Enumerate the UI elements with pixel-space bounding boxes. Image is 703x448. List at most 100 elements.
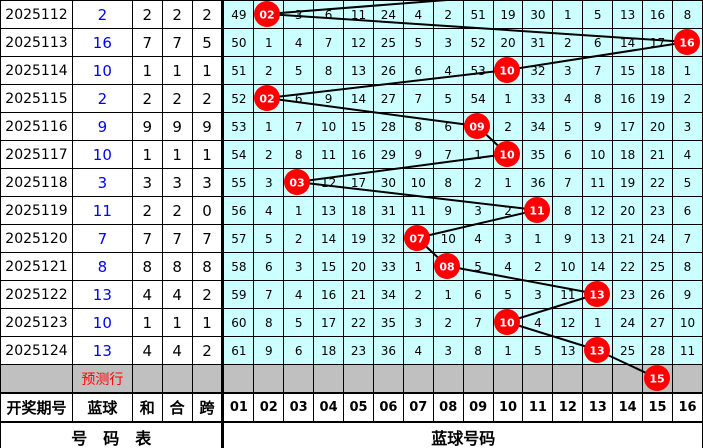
header-number-12: 12 [552,392,584,423]
omission-cell: 7 [313,28,345,57]
span-cell: 2 [191,84,224,113]
omission-cell: 4 [672,140,703,169]
omission-cell: 18 [343,196,374,225]
forecast-cell [313,364,345,394]
sum-cell: 7 [131,28,163,57]
omission-cell: 9 [402,140,434,169]
blue-ball-cell: 2 [71,0,133,29]
omission-cell: 6 [672,196,703,225]
omission-cell: 23 [642,196,673,225]
header-number-11: 11 [522,392,554,423]
period-cell: 2025113 [0,28,73,57]
omission-cell: 6 [283,84,315,113]
omission-cell: 7 [283,112,315,141]
omission-cell: 1 [402,252,434,281]
sum-cell: 4 [131,336,163,365]
header-number-09: 09 [462,392,494,423]
header-number-08: 08 [432,392,464,423]
period-cell: 2025116 [0,112,73,141]
hit-cell [492,308,524,337]
omission-cell: 5 [283,308,315,337]
omission-cell: 10 [313,112,345,141]
omission-cell: 3 [462,196,494,225]
sum-cell: 2 [131,0,163,29]
omission-cell: 12 [343,28,374,57]
period-cell: 2025114 [0,56,73,85]
omission-cell: 25 [372,28,404,57]
table-row: 2025114 10 1 1 1 51 2 5 8 13 26 6 4 53 32 3 7 15 18 1 [0,56,703,85]
he-cell: 4 [161,280,193,309]
omission-cell: 14 [612,28,644,57]
omission-cell: 13 [343,56,374,85]
header-he: 合 [161,392,193,423]
omission-cell: 10 [552,252,584,281]
omission-cell: 8 [582,84,614,113]
omission-cell: 24 [642,224,673,253]
header-number-06: 06 [372,392,404,423]
span-cell: 1 [191,56,224,85]
omission-cell: 28 [372,112,404,141]
omission-cell: 6 [432,112,464,141]
omission-cell: 54 [462,84,494,113]
omission-cell: 2 [522,252,554,281]
omission-cell: 34 [522,112,554,141]
omission-cell: 8 [253,308,285,337]
he-cell: 7 [161,224,193,253]
blue-ball-cell: 13 [71,336,133,365]
omission-cell: 12 [582,196,614,225]
header-number-14: 14 [612,392,644,423]
omission-cell: 7 [253,280,285,309]
span-cell: 3 [191,168,224,197]
forecast-cell [642,364,673,394]
omission-cell: 22 [642,168,673,197]
omission-cell: 16 [612,84,644,113]
blue-ball-cell: 3 [71,168,133,197]
period-cell: 2025123 [0,308,73,337]
omission-cell: 21 [642,140,673,169]
omission-cell: 8 [462,336,494,365]
blue-ball-cell: 10 [71,140,133,169]
omission-cell: 36 [372,336,404,365]
omission-cell: 8 [313,56,345,85]
omission-cell: 3 [283,0,315,29]
omission-cell: 10 [582,140,614,169]
omission-cell: 18 [642,56,673,85]
omission-cell: 14 [343,84,374,113]
omission-cell: 10 [432,224,464,253]
span-cell: 1 [191,140,224,169]
omission-cell: 7 [582,56,614,85]
sum-cell: 1 [131,308,163,337]
sum-cell: 1 [131,56,163,85]
table-row: 2025113 16 7 7 5 50 1 4 7 12 25 5 3 52 20 31 2 6 14 17 [0,28,703,57]
blue-ball-cell: 11 [71,196,133,225]
omission-cell: 4 [283,28,315,57]
he-cell: 1 [161,140,193,169]
span-cell: 1 [191,308,224,337]
sum-cell: 2 [131,196,163,225]
forecast-cell [462,364,494,394]
header-number-13: 13 [582,392,614,423]
omission-cell: 14 [582,252,614,281]
footer-right-label: 蓝球号码 [221,421,703,448]
omission-cell: 11 [552,280,584,309]
omission-cell: 6 [313,0,345,29]
forecast-cell [582,364,614,394]
omission-cell: 2 [402,280,434,309]
span-cell: 9 [191,112,224,141]
omission-cell: 11 [402,196,434,225]
omission-cell: 6 [283,336,315,365]
omission-cell: 2 [672,84,703,113]
he-cell: 2 [161,196,193,225]
footer-row: 号 码 表蓝球号码 [0,421,703,448]
forecast-cell [672,364,703,394]
period-cell: 2025117 [0,140,73,169]
omission-cell: 9 [672,280,703,309]
omission-cell: 2 [432,308,464,337]
omission-cell: 27 [642,308,673,337]
table-row: 2025117 10 1 1 1 54 2 8 11 16 29 9 7 1 35 6 10 18 21 4 [0,140,703,169]
omission-cell: 20 [642,112,673,141]
omission-cell: 1 [522,224,554,253]
omission-cell: 26 [642,280,673,309]
omission-cell: 2 [253,140,285,169]
blue-ball-cell: 13 [71,280,133,309]
